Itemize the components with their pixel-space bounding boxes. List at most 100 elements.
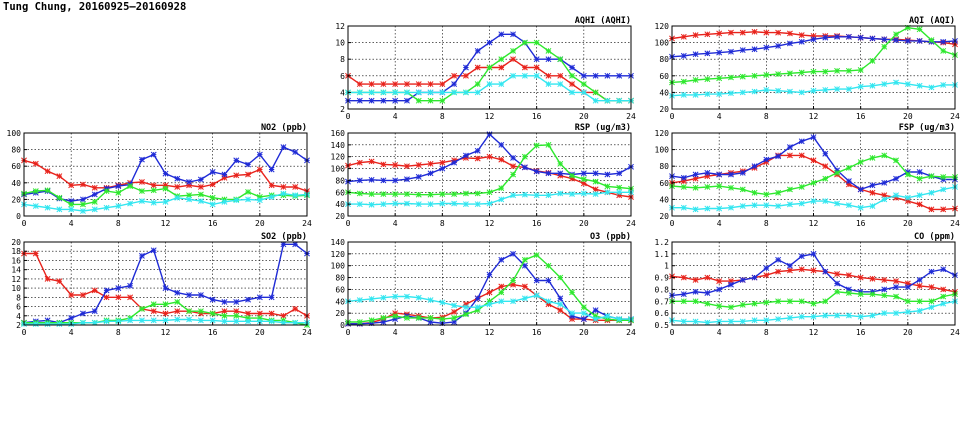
data-point	[150, 187, 157, 194]
series-line	[347, 144, 632, 196]
data-point	[857, 83, 864, 90]
data-point	[280, 144, 287, 151]
data-point	[810, 267, 817, 274]
data-point	[704, 173, 711, 180]
data-point	[857, 313, 864, 320]
data-point	[486, 298, 493, 305]
data-point	[704, 205, 711, 212]
data-point	[716, 278, 723, 285]
data-point	[592, 316, 599, 323]
data-point	[904, 37, 911, 44]
data-point	[822, 175, 829, 182]
data-point	[221, 174, 228, 181]
rsp-chart: 0 4 8 12 16 20 24 20 40 60 80 100 120 140 160 RSP (ug/m…	[331, 123, 636, 228]
data-point	[415, 173, 422, 180]
data-point	[592, 307, 599, 314]
data-point	[233, 308, 240, 315]
y-tick-label: 6	[16, 303, 21, 312]
data-point	[822, 198, 829, 205]
data-point	[834, 67, 841, 74]
co-chart-title: CO (ppm)	[914, 232, 955, 242]
data-point	[138, 317, 145, 324]
data-point	[498, 256, 505, 263]
data-point	[68, 201, 75, 208]
data-point	[916, 26, 923, 33]
data-point	[798, 89, 805, 96]
data-point	[786, 298, 793, 305]
data-point	[692, 171, 699, 178]
data-point	[916, 276, 923, 283]
data-point	[822, 86, 829, 93]
data-point	[32, 188, 39, 195]
data-point	[439, 200, 446, 207]
so2-chart-title: SO2 (ppb)	[261, 232, 307, 242]
y-tick-label: 100	[331, 165, 346, 174]
data-point	[150, 317, 157, 324]
data-point	[680, 274, 687, 281]
data-point	[368, 176, 375, 183]
data-point	[893, 31, 899, 38]
no2-series-cyan	[21, 190, 310, 214]
data-point	[692, 288, 699, 295]
data-point	[680, 204, 687, 211]
data-point	[486, 289, 493, 296]
data-point	[557, 307, 564, 314]
data-point	[186, 316, 193, 323]
y-tick-label: 20	[659, 105, 669, 114]
data-point	[775, 298, 782, 305]
data-point	[138, 305, 145, 312]
x-tick-label: 16	[532, 328, 542, 337]
y-tick-label: 80	[335, 274, 345, 283]
y-tick-label: 120	[655, 22, 670, 31]
y-tick-label: 120	[655, 129, 670, 138]
data-point	[763, 265, 770, 272]
data-point	[56, 194, 63, 201]
data-point	[368, 201, 375, 208]
data-point	[150, 247, 157, 254]
data-point	[728, 281, 734, 288]
o3-series-cyan	[345, 292, 634, 323]
data-point	[716, 49, 723, 56]
x-tick-label: 0	[670, 328, 675, 337]
data-point	[592, 313, 599, 320]
y-tick-label: 20	[11, 238, 21, 247]
data-point	[739, 89, 746, 96]
x-tick-label: 20	[903, 328, 913, 337]
data-point	[451, 72, 458, 79]
data-point	[728, 29, 734, 36]
data-point	[692, 32, 699, 39]
data-point	[380, 177, 387, 184]
data-point	[392, 200, 399, 207]
data-point	[451, 319, 458, 325]
data-point	[845, 178, 852, 185]
data-point	[56, 278, 63, 285]
data-point	[392, 89, 399, 96]
data-point	[751, 300, 758, 307]
data-point	[427, 81, 434, 88]
data-point	[810, 87, 817, 94]
data-point	[893, 157, 899, 164]
data-point	[845, 86, 852, 93]
data-point	[462, 304, 469, 311]
data-point	[162, 170, 169, 177]
data-point	[692, 206, 699, 213]
data-point	[904, 284, 911, 291]
data-point	[940, 174, 947, 180]
data-point	[510, 31, 517, 38]
data-point	[368, 97, 375, 104]
x-tick-label: 24	[950, 328, 960, 337]
data-point	[521, 262, 528, 269]
data-point	[704, 91, 711, 98]
data-point	[280, 312, 287, 319]
data-point	[728, 184, 734, 191]
data-point	[533, 72, 540, 79]
x-tick-label: 24	[302, 328, 312, 337]
data-point	[197, 176, 204, 183]
data-point	[616, 72, 623, 79]
data-point	[810, 157, 817, 164]
data-point	[462, 311, 469, 318]
data-point	[928, 298, 935, 305]
data-point	[127, 294, 134, 301]
data-point	[510, 281, 517, 288]
data-point	[486, 301, 493, 308]
